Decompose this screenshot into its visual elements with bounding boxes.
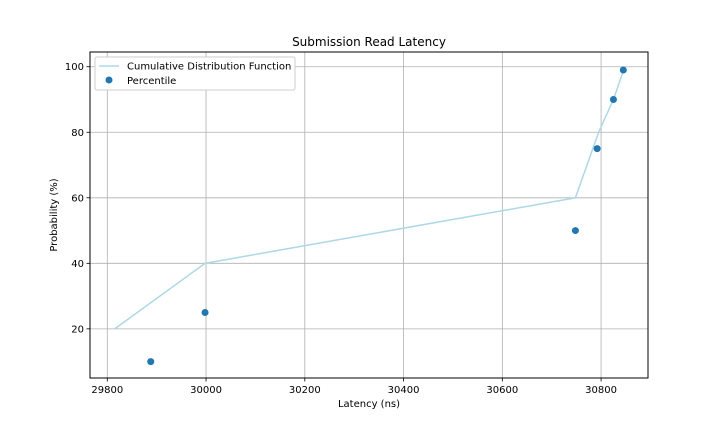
y-tick-label: 80 xyxy=(71,128,84,139)
y-tick-label: 20 xyxy=(71,324,84,335)
cdf-series-line xyxy=(114,66,626,330)
x-tick-label: 30800 xyxy=(585,385,617,396)
percentile-point xyxy=(593,145,601,153)
percentile-point xyxy=(201,308,209,316)
x-tick-label: 30000 xyxy=(190,385,222,396)
ticks: 29800 30000 30200 30400 30600 30800 20 40 60 80 10… xyxy=(65,62,617,396)
legend-marker-swatch xyxy=(105,76,113,84)
grid xyxy=(90,52,648,378)
x-tick-label: 30200 xyxy=(289,385,321,396)
percentile-point xyxy=(571,227,579,235)
y-tick-label: 60 xyxy=(71,193,84,204)
y-tick-label: 100 xyxy=(65,62,84,73)
plot-frame xyxy=(89,51,649,379)
chart-title: Submission Read Latency xyxy=(292,35,446,49)
y-axis-label: Probability (%) xyxy=(49,178,60,251)
percentile-point xyxy=(609,96,617,104)
percentile-point xyxy=(619,66,627,74)
percentile-point xyxy=(147,358,155,366)
legend-label-cdf: Cumulative Distribution Function xyxy=(127,62,291,73)
x-axis-label: Latency (ns) xyxy=(338,399,400,410)
x-tick-label: 30600 xyxy=(486,385,518,396)
x-tick-label: 29800 xyxy=(91,385,123,396)
series-layer xyxy=(114,66,627,366)
legend: Cumulative Distribution Function Percent… xyxy=(94,56,296,91)
legend-label-percentile: Percentile xyxy=(127,76,176,87)
y-tick-label: 40 xyxy=(71,259,84,270)
legend-frame xyxy=(94,56,296,91)
x-tick-label: 30400 xyxy=(388,385,420,396)
